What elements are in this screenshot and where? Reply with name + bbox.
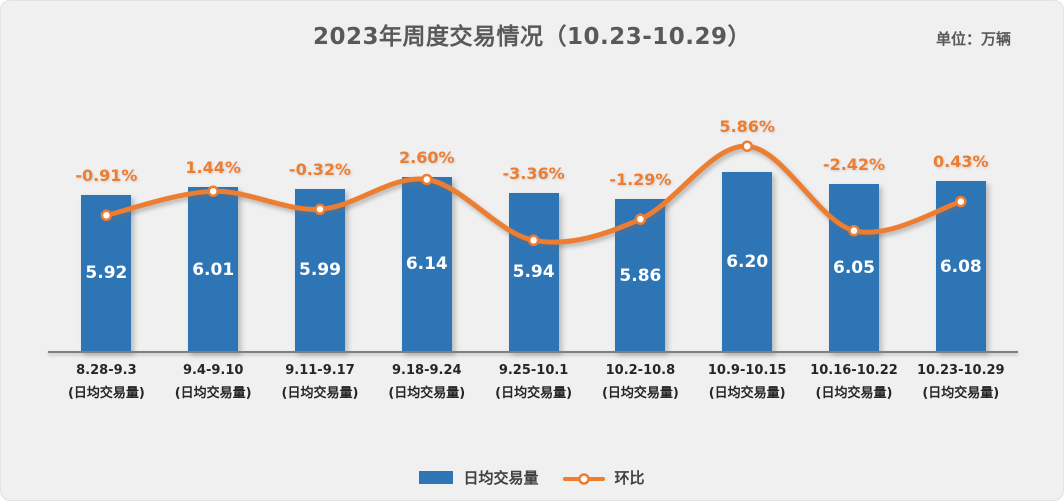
x-tick-sublabel: (日均交易量) — [281, 386, 359, 401]
percent-label: -0.91% — [75, 165, 138, 185]
x-tick-sublabel: (日均交易量) — [601, 386, 679, 401]
x-tick-sublabel: (日均交易量) — [922, 386, 1000, 401]
percent-label: 0.43% — [933, 152, 989, 172]
x-tick-sublabel: (日均交易量) — [388, 386, 466, 401]
legend-bar-swatch — [419, 471, 454, 484]
x-tick-sublabel: (日均交易量) — [495, 386, 573, 401]
legend-bar-label: 日均交易量 — [463, 469, 539, 487]
x-tick-sublabel: (日均交易量) — [67, 386, 145, 401]
x-tick-label: 9.18-9.24 (日均交易量) — [362, 359, 492, 405]
percent-label: -2.42% — [822, 154, 886, 174]
bar-value-label: 6.08 — [939, 256, 982, 277]
legend: 日均交易量 环比 — [1, 467, 1063, 488]
x-tick-label: 10.9-10.15 (日均交易量) — [682, 359, 812, 405]
bar-value-label: 5.86 — [619, 265, 662, 286]
x-tick-date-range: 8.28-9.3 — [76, 363, 137, 378]
percent-label: -0.32% — [288, 159, 352, 179]
x-tick-date-range: 10.23-10.29 — [916, 363, 1005, 378]
x-tick-label: 10.2-10.8 (日均交易量) — [575, 359, 705, 405]
unit-label: 单位：万辆 — [935, 30, 1011, 48]
x-tick-label: 9.11-9.17 (日均交易量) — [255, 359, 385, 405]
bar-value-label: 6.01 — [192, 259, 235, 280]
x-tick-sublabel: (日均交易量) — [174, 386, 252, 401]
chart-title: 2023年周度交易情况（10.23-10.29） — [312, 24, 752, 50]
legend-line-dot-swatch — [562, 471, 605, 485]
percent-label: -1.29% — [609, 170, 672, 190]
x-tick-date-range: 9.11-9.17 — [285, 363, 355, 378]
x-tick-date-range: 10.9-10.15 — [707, 363, 787, 378]
x-tick-sublabel: (日均交易量) — [815, 386, 893, 401]
x-tick-label: 9.4-9.10 (日均交易量) — [148, 359, 278, 405]
percent-label: 5.86% — [719, 117, 775, 137]
x-tick-label: 9.25-10.1 (日均交易量) — [469, 359, 599, 405]
x-tick-label: 10.16-10.22 (日均交易量) — [789, 359, 919, 405]
bar-value-label: 6.05 — [833, 257, 875, 278]
bar-value-label: 6.20 — [726, 251, 769, 272]
x-tick-sublabel: (日均交易量) — [708, 386, 786, 401]
x-tick-date-range: 9.25-10.1 — [498, 363, 569, 378]
bar-value-label: 6.14 — [405, 254, 448, 275]
line-marker — [741, 140, 753, 152]
bar-value-label: 5.94 — [512, 262, 555, 283]
x-tick-label: 10.23-10.29 (日均交易量) — [896, 359, 1026, 405]
percent-label: 1.44% — [185, 158, 241, 178]
x-tick-date-range: 10.2-10.8 — [605, 363, 676, 378]
percent-label: 2.60% — [399, 147, 455, 167]
x-tick-label: 8.28-9.3 (日均交易量) — [41, 359, 171, 405]
x-tick-date-range: 9.18-9.24 — [392, 363, 462, 378]
x-axis-line — [48, 351, 1018, 353]
percent-label: -3.36% — [502, 163, 565, 183]
bar-value-label: 5.92 — [85, 263, 128, 284]
x-tick-date-range: 9.4-9.10 — [182, 363, 244, 378]
bar-value-label: 5.99 — [299, 260, 341, 281]
legend-line-label: 环比 — [614, 469, 645, 487]
x-tick-date-range: 10.16-10.22 — [810, 363, 898, 378]
